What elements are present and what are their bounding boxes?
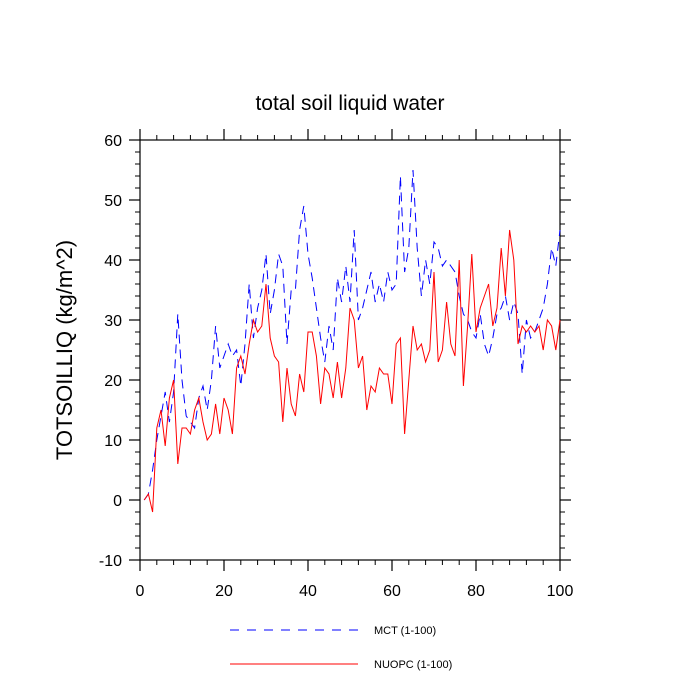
legend: MCT (1-100) NUOPC (1-100) <box>230 625 452 671</box>
x-tick-label: 20 <box>215 583 233 600</box>
y-tick-label: 0 <box>113 493 122 510</box>
y-tick-label: 10 <box>104 433 122 450</box>
y-tick-label: 30 <box>104 313 122 330</box>
y-tick-label: -10 <box>99 553 122 570</box>
x-tick-label: 80 <box>467 583 485 600</box>
series-layer <box>143 169 561 513</box>
major-ticks <box>129 129 571 571</box>
series-line-mct <box>143 169 561 501</box>
x-tick-label: 40 <box>299 583 317 600</box>
y-tick-label: 50 <box>104 193 122 210</box>
x-tick-label: 60 <box>383 583 401 600</box>
x-tick-label: 100 <box>547 583 574 600</box>
x-tick-labels: 0 20 40 60 80 100 <box>136 583 574 600</box>
y-tick-label: 60 <box>104 133 122 150</box>
minor-ticks <box>135 135 565 565</box>
plot-frame <box>139 139 561 561</box>
y-tick-label: 20 <box>104 373 122 390</box>
y-tick-labels: -10 0 10 20 30 40 50 60 <box>99 133 122 570</box>
series-line-nuopc <box>143 229 561 513</box>
x-tick-label: 0 <box>136 583 145 600</box>
legend-label: MCT (1-100) <box>374 625 436 637</box>
legend-label: NUOPC (1-100) <box>374 659 452 671</box>
y-tick-label: 40 <box>104 253 122 270</box>
y-axis-label: TOTSOILLIQ (kg/m^2) <box>52 240 77 460</box>
chart-title: total soil liquid water <box>255 92 444 115</box>
